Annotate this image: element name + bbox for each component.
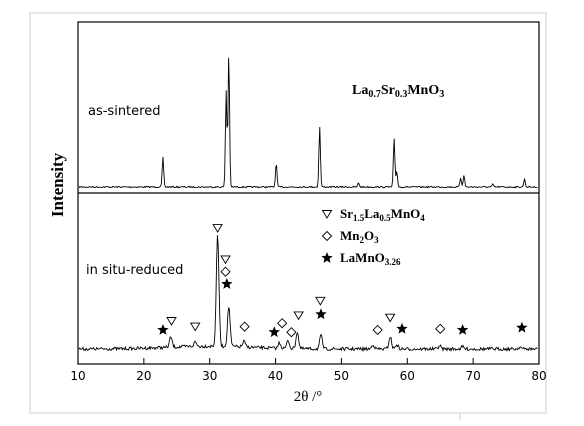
formula-part: Sr bbox=[340, 206, 353, 221]
formula-part: 1.5 bbox=[353, 213, 365, 223]
x-tick-label: 70 bbox=[466, 369, 481, 383]
x-axis-ticks: 10 20 30 40 50 60 70 80 bbox=[70, 358, 547, 383]
x-tick-label: 40 bbox=[268, 369, 283, 383]
triangle-marker bbox=[220, 255, 231, 265]
formula-part: MnO bbox=[391, 206, 421, 221]
pattern-as-sintered bbox=[78, 57, 538, 189]
legend-label: Mn2O3 bbox=[340, 228, 379, 245]
x-tick-label: 60 bbox=[400, 369, 415, 383]
phase-markers bbox=[157, 224, 528, 338]
formula-part: 0.3 bbox=[395, 89, 408, 100]
panel-label-in-situ-reduced: in situ-reduced bbox=[86, 263, 183, 278]
pattern-in-situ-reduced bbox=[78, 235, 538, 353]
y-axis-label: Intensity bbox=[48, 152, 67, 217]
diamond-marker bbox=[372, 324, 383, 336]
legend-diamond-icon bbox=[321, 230, 333, 242]
star-marker bbox=[315, 308, 327, 320]
x-tick-label: 50 bbox=[334, 369, 349, 383]
triangle-marker bbox=[384, 313, 396, 323]
axes: 10 20 30 40 50 60 70 80 bbox=[70, 21, 547, 383]
formula-part: 3.26 bbox=[385, 257, 401, 267]
legend-star-icon bbox=[321, 252, 333, 263]
x-tick-label: 30 bbox=[202, 369, 217, 383]
figure-frame bbox=[29, 12, 547, 414]
panel-as-sintered: as-sintered La0.7Sr0.3MnO3 bbox=[78, 57, 538, 189]
star-marker bbox=[396, 322, 408, 334]
x-tick-label: 80 bbox=[531, 369, 546, 383]
formula-part: Mn bbox=[340, 228, 360, 243]
diamond-marker bbox=[239, 321, 250, 332]
diamond-marker bbox=[277, 318, 288, 329]
formula-part: La bbox=[364, 206, 380, 221]
formula-part: O bbox=[364, 228, 374, 243]
star-marker bbox=[221, 278, 233, 289]
legend-triangle-icon bbox=[321, 210, 333, 219]
diamond-marker bbox=[435, 323, 446, 334]
formula-part: 4 bbox=[420, 213, 425, 223]
formula-part: MnO bbox=[407, 83, 439, 98]
formula-part: La bbox=[352, 83, 368, 98]
panel-in-situ-reduced: in situ-reduced Sr1.5La0.5MnO4Mn2O3LaMnO… bbox=[78, 206, 538, 353]
triangle-marker bbox=[315, 296, 326, 306]
star-marker bbox=[456, 324, 469, 335]
diamond-marker bbox=[286, 327, 297, 338]
panel-label-as-sintered: as-sintered bbox=[88, 104, 160, 119]
star-marker bbox=[157, 324, 169, 335]
star-marker bbox=[516, 321, 528, 333]
triangle-marker bbox=[293, 311, 304, 321]
triangle-marker bbox=[212, 224, 223, 233]
formula-part: 3 bbox=[439, 89, 444, 100]
x-axis-label: 2θ /° bbox=[294, 389, 323, 405]
legend-label: Sr1.5La0.5MnO4 bbox=[340, 206, 425, 223]
diamond-marker bbox=[220, 266, 231, 277]
formula-part: Sr bbox=[381, 83, 395, 98]
triangle-marker bbox=[189, 322, 201, 332]
formula-part: 2 bbox=[360, 235, 365, 245]
formula-part: 0.7 bbox=[368, 89, 381, 100]
x-tick-label: 10 bbox=[70, 369, 85, 383]
star-marker bbox=[268, 326, 280, 338]
formula-part: 0.5 bbox=[379, 213, 391, 223]
phase-annotation-as-sintered: La0.7Sr0.3MnO3 bbox=[352, 83, 444, 100]
triangle-marker bbox=[166, 317, 177, 326]
legend-label: LaMnO3.26 bbox=[340, 250, 401, 267]
formula-part: LaMnO bbox=[340, 250, 385, 265]
x-tick-label: 20 bbox=[136, 369, 151, 383]
formula-part: 3 bbox=[374, 235, 379, 245]
